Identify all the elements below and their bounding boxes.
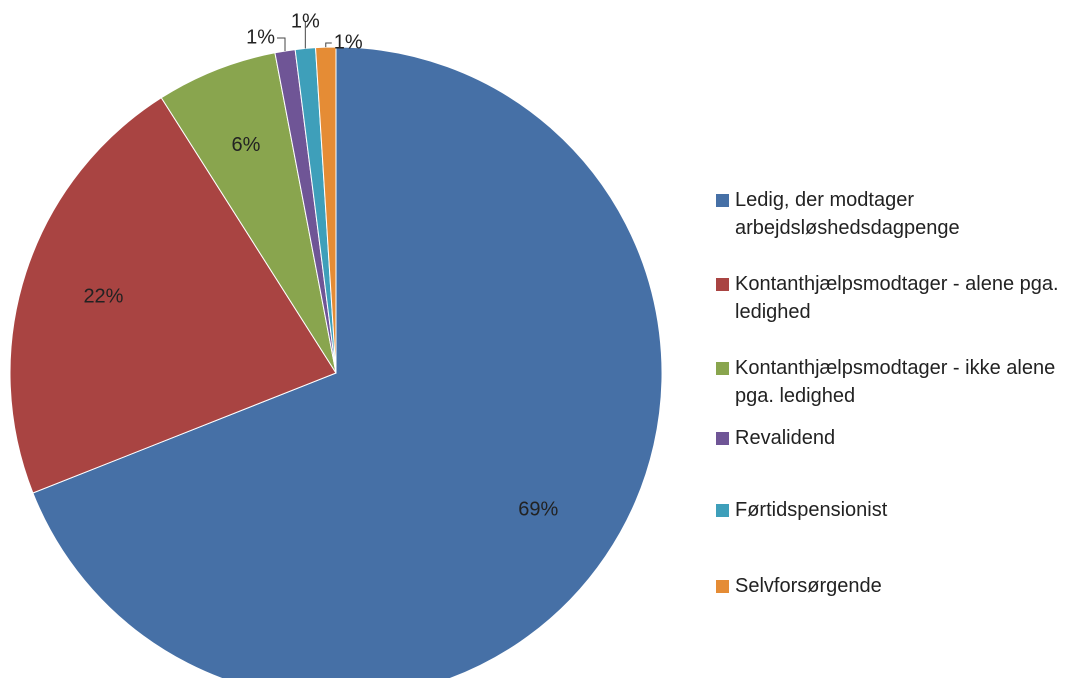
- data-label: 1%: [246, 26, 275, 48]
- legend-label: Førtidspensionist: [735, 499, 888, 521]
- legend-swatch: [716, 362, 729, 375]
- legend-item: Førtidspensionist: [716, 496, 887, 524]
- leader-line: [325, 42, 332, 48]
- legend-item: Revalidend: [716, 424, 835, 452]
- legend-swatch: [716, 432, 729, 445]
- data-label: 1%: [334, 31, 363, 53]
- legend-swatch: [716, 504, 729, 517]
- legend-swatch: [716, 580, 729, 593]
- legend-item: Kontanthjælpsmodtager - ikke alene pga. …: [716, 354, 1086, 410]
- slice: [32, 46, 663, 678]
- data-label: 22%: [83, 286, 123, 308]
- data-label: 6%: [232, 134, 261, 156]
- legend-label: Selvforsørgende: [735, 575, 882, 597]
- legend-item: Ledig, der modtager arbejdsløshedsdagpen…: [716, 186, 1086, 242]
- legend-label: Revalidend: [735, 427, 836, 449]
- leader-line: [277, 37, 286, 52]
- legend-item: Kontanthjælpsmodtager - alene pga. ledig…: [716, 270, 1086, 326]
- slice: [9, 97, 337, 494]
- legend-swatch: [716, 278, 729, 291]
- legend-label: Ledig, der modtager arbejdsløshedsdagpen…: [735, 189, 960, 239]
- legend-item: Selvforsørgende: [716, 572, 882, 600]
- data-label: 69%: [518, 499, 558, 521]
- legend-swatch: [716, 194, 729, 207]
- legend-label: Kontanthjælpsmodtager - ikke alene pga. …: [735, 357, 1056, 407]
- slice: [160, 52, 337, 374]
- legend-label: Kontanthjælpsmodtager - alene pga. ledig…: [735, 273, 1059, 323]
- data-label: 1%: [291, 10, 320, 32]
- pie: 69% 22% 6% 1% 1% 1%: [9, 10, 663, 678]
